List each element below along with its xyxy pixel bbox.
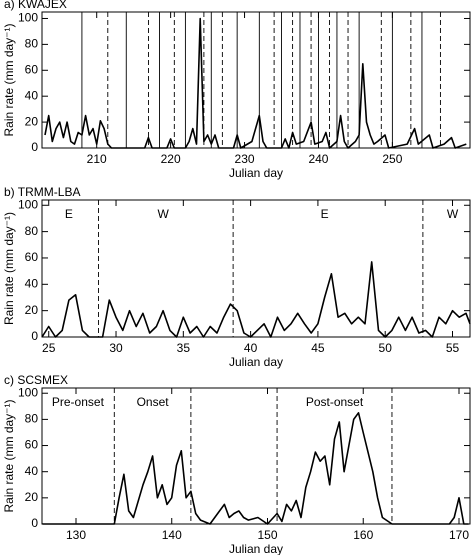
x-tick-label: 220 (161, 152, 181, 166)
plot-frame (41, 199, 471, 338)
x-tick-label: 170 (449, 528, 469, 542)
y-tick-label: 100 (18, 197, 38, 211)
x-tick-label: 50 (379, 341, 393, 355)
rain-line (42, 412, 469, 525)
x-tick-label: 55 (446, 341, 460, 355)
y-tick-label: 20 (25, 303, 39, 317)
x-axis-label: Julian day (229, 355, 283, 369)
x-tick-label: 35 (177, 341, 191, 355)
y-axis-label: Rain rate (mm day⁻¹) (2, 399, 16, 512)
x-tick-label: 130 (66, 528, 86, 542)
y-tick-label: 60 (25, 438, 39, 452)
y-axis-label: Rain rate (mm day⁻¹) (2, 23, 16, 136)
y-tick-label: 80 (25, 412, 39, 426)
x-tick-label: 210 (87, 152, 107, 166)
x-tick-label: 150 (257, 528, 277, 542)
panel-title: a) KWAJEX (4, 0, 67, 11)
panel-title: b) TRMM-LBA (4, 185, 80, 199)
x-tick-label: 45 (311, 341, 325, 355)
y-tick-label: 20 (25, 114, 39, 128)
x-tick-label: 160 (353, 528, 373, 542)
y-tick-label: 40 (25, 464, 39, 478)
y-tick-label: 80 (25, 224, 39, 238)
y-tick-label: 0 (31, 329, 38, 343)
x-tick-label: 230 (235, 152, 255, 166)
y-tick-label: 100 (18, 11, 38, 25)
x-tick-label: 140 (162, 528, 182, 542)
y-tick-label: 60 (25, 250, 39, 264)
regime-label: Post-onset (306, 395, 364, 409)
plot-frame (41, 11, 471, 149)
x-tick-label: 40 (244, 341, 258, 355)
regime-label: Pre-onset (52, 395, 105, 409)
y-tick-label: 0 (31, 140, 38, 154)
x-tick-label: 25 (42, 341, 56, 355)
x-tick-label: 30 (109, 341, 123, 355)
y-tick-label: 0 (31, 516, 38, 530)
y-tick-label: 60 (25, 62, 39, 76)
y-axis-label: Rain rate (mm day⁻¹) (2, 212, 16, 325)
plot-frame (41, 387, 471, 525)
rain-line (41, 261, 471, 338)
y-tick-label: 80 (25, 37, 39, 51)
regime-label: W (447, 207, 459, 221)
y-tick-label: 40 (25, 88, 39, 102)
y-tick-label: 40 (25, 276, 39, 290)
regime-label: E (321, 207, 329, 221)
x-tick-label: 240 (308, 152, 328, 166)
y-tick-label: 100 (18, 385, 38, 399)
x-tick-label: 250 (382, 152, 402, 166)
regime-label: W (157, 207, 169, 221)
regime-label: Onset (137, 395, 170, 409)
y-tick-label: 20 (25, 490, 39, 504)
x-axis-label: Julian day (229, 542, 283, 555)
panel-title: c) SCSMEX (4, 373, 68, 387)
regime-label: E (65, 207, 73, 221)
x-axis-label: Julian day (229, 166, 283, 180)
